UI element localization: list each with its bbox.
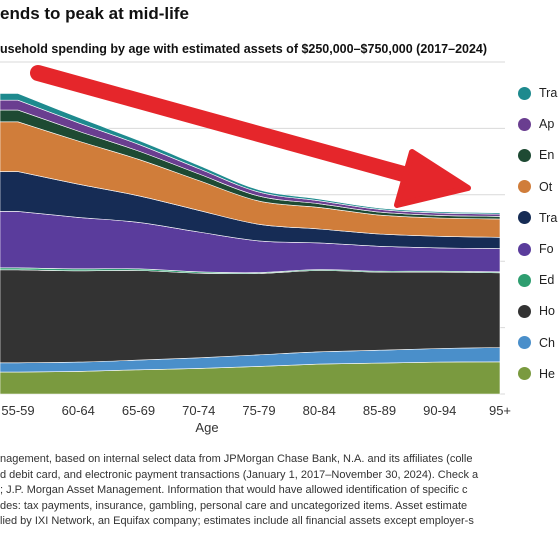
chart-areas (0, 93, 501, 395)
legend-label: Tra (539, 210, 558, 225)
legend-swatch (518, 148, 531, 162)
legend-label: Ot (539, 179, 553, 194)
legend-item: Fo (518, 240, 554, 258)
legend-label: Ho (539, 304, 555, 319)
legend-swatch (518, 117, 531, 131)
legend-label: He (539, 366, 555, 381)
legend-item: Ch (518, 334, 555, 352)
legend-label: Ap (539, 117, 555, 132)
legend-item: He (518, 365, 555, 383)
legend-label: Ch (539, 335, 555, 350)
legend-swatch (518, 367, 531, 381)
area-series-ho (0, 269, 501, 364)
footnote-line: des: tax payments, insurance, gambling, … (0, 499, 468, 512)
legend-swatch (518, 242, 531, 256)
legend-item: Ap (518, 115, 554, 133)
x-tick-label: 70-74 (182, 403, 216, 418)
legend-label: Tra (539, 86, 558, 100)
footnote-line: lied by IXI Network, an Equifax company;… (0, 515, 474, 527)
red-arrow-annotation (30, 65, 471, 208)
x-tick-label: 85-89 (362, 403, 397, 418)
x-tick-label: 90-94 (423, 403, 457, 418)
x-tick-label: 95+ (488, 403, 512, 418)
legend-item: Ed (518, 271, 554, 289)
x-tick-label: 60-64 (61, 403, 95, 418)
legend-item: Tra (518, 209, 557, 227)
legend-item: Tra (518, 84, 557, 102)
x-tick-label: 75-79 (242, 403, 276, 418)
legend-item: En (518, 146, 554, 164)
chart-title: ends to peak at mid-life (0, 4, 189, 23)
legend-item: Ot (518, 178, 552, 196)
legend-swatch (518, 86, 531, 100)
chart-subtitle: usehold spending by age with estimated a… (0, 42, 488, 56)
legend-swatch (518, 180, 531, 194)
legend-label: Ed (539, 273, 555, 288)
legend-item: Ho (518, 302, 555, 320)
legend-swatch (518, 336, 531, 350)
legend-swatch (518, 211, 531, 225)
footnote-line: ; J.P. Morgan Asset Management. Informat… (0, 484, 468, 496)
legend-label: En (539, 148, 555, 163)
footnote-line: d debit card, and electronic payment tra… (0, 468, 479, 481)
x-tick-label: 80-84 (302, 403, 336, 418)
legend-swatch (518, 273, 531, 287)
legend-swatch (518, 304, 531, 318)
legend-label: Fo (539, 242, 554, 256)
x-tick-label: 55-59 (1, 403, 35, 418)
x-tick-label: 65-69 (121, 403, 156, 418)
footnote-line: nagement, based on internal select data … (0, 453, 473, 465)
area-series-tra (0, 93, 501, 215)
source-footnote: nagement, based on internal select data … (0, 452, 560, 530)
x-axis-label: Age (195, 420, 219, 435)
